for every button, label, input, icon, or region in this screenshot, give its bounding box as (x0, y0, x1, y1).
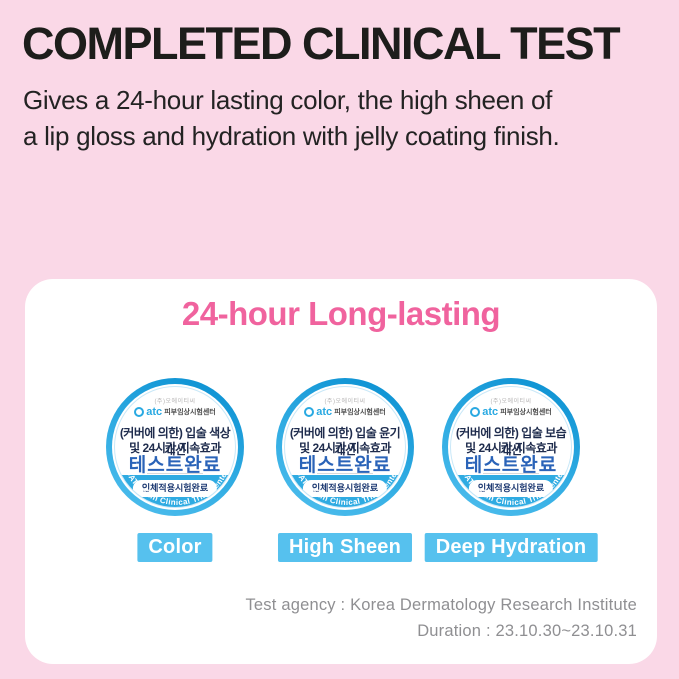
seal-result-text: 테스트완료 (298, 455, 392, 476)
atc-ring-icon (134, 407, 145, 417)
seal-inner: (주)오에이티씨 atc 피부임상시험센터 (커버에 의한) 입술 색상 개선 … (114, 386, 236, 508)
seal-claim-line-2: 및 24시간 지속효과 (129, 441, 221, 455)
atc-logo-text: atc (482, 406, 499, 418)
atc-logo-text: atc (316, 406, 333, 418)
label-deep-hydration: Deep Hydration (424, 533, 598, 562)
clinical-test-card: 24-hour Long-lasting (주)오에이티씨 atc 피부임상시험… (25, 279, 657, 664)
seal-white-ring: (주)오에이티씨 atc 피부임상시험센터 (커버에 의한) 입술 보습 개선 … (448, 384, 574, 510)
seal-divider (483, 473, 539, 474)
atc-logo: atc 피부임상시험센터 (115, 406, 235, 418)
seal-inner: (주)오에이티씨 atc 피부임상시험센터 (커버에 의한) 입술 윤기 개선 … (284, 386, 406, 508)
atc-ring-icon (470, 407, 481, 417)
svg-text:OATC Skin Clinical Trial Cente: OATC Skin Clinical Trial Center (453, 389, 565, 507)
seal-pill-label: 인체적용시험완료 (468, 480, 554, 497)
page-title: COMPLETED CLINICAL TEST (22, 18, 621, 69)
seal-result-text: 테스트완료 (464, 455, 558, 476)
test-duration-text: Duration : 23.10.30~23.10.31 (417, 622, 637, 640)
seal-company-text: (주)오에이티씨 (324, 399, 366, 405)
label-high-sheen: High Sheen (277, 533, 413, 562)
seal-white-ring: (주)오에이티씨 atc 피부임상시험센터 (커버에 의한) 입술 윤기 개선 … (282, 384, 408, 510)
seal-curved-text: OATC Skin Clinical Trial Center (453, 389, 565, 507)
seal-claim-line-2: 및 24시간 지속효과 (465, 441, 557, 455)
seal-curved-text-label: OATC Skin Clinical Trial Center (287, 389, 399, 507)
seal-outer-ring: (주)오에이티씨 atc 피부임상시험센터 (커버에 의한) 입술 색상 개선 … (106, 378, 244, 516)
atc-logo-subtext: 피부임상시험센터 (334, 409, 386, 416)
seal-curved-text-label: OATC Skin Clinical Trial Center (117, 389, 229, 507)
atc-logo-subtext: 피부임상시험센터 (164, 409, 216, 416)
seal-claim-line-1: (커버에 의한) 입술 보습 개선 (455, 426, 567, 457)
seal-result-text: 테스트완료 (128, 455, 222, 476)
seal-outer-ring: (주)오에이티씨 atc 피부임상시험센터 (커버에 의한) 입술 보습 개선 … (442, 378, 580, 516)
seal-color: (주)오에이티씨 atc 피부임상시험센터 (커버에 의한) 입술 색상 개선 … (106, 378, 244, 516)
atc-ring-icon (304, 407, 315, 417)
page-subtitle: Gives a 24-hour lasting color, the high … (23, 82, 560, 154)
seal-claim-line-1: (커버에 의한) 입술 윤기 개선 (289, 426, 401, 457)
seal-divider (147, 473, 203, 474)
seal-white-ring: (주)오에이티씨 atc 피부임상시험센터 (커버에 의한) 입술 색상 개선 … (112, 384, 238, 510)
subtitle-line-2: a lip gloss and hydration with jelly coa… (23, 121, 560, 151)
seal-inner: (주)오에이티씨 atc 피부임상시험센터 (커버에 의한) 입술 보습 개선 … (450, 386, 572, 508)
seal-pill-label: 인체적용시험완료 (302, 480, 388, 497)
seal-outer-ring: (주)오에이티씨 atc 피부임상시험센터 (커버에 의한) 입술 윤기 개선 … (276, 378, 414, 516)
atc-logo-subtext: 피부임상시험센터 (500, 409, 552, 416)
atc-logo: atc 피부임상시험센터 (285, 406, 405, 418)
seal-company-text: (주)오에이티씨 (154, 399, 196, 405)
seal-company-text: (주)오에이티씨 (490, 399, 532, 405)
seal-curved-text: OATC Skin Clinical Trial Center (287, 389, 399, 507)
test-info: Test agency : Korea Dermatology Research… (245, 592, 637, 644)
subtitle-line-1: Gives a 24-hour lasting color, the high … (23, 85, 553, 115)
label-color: Color (137, 533, 213, 562)
seal-deep-hydration: (주)오에이티씨 atc 피부임상시험센터 (커버에 의한) 입술 보습 개선 … (442, 378, 580, 516)
card-heading: 24-hour Long-lasting (181, 295, 501, 332)
seal-claim-line-2: 및 24시간 지속효과 (299, 441, 391, 455)
seal-curved-text-label: OATC Skin Clinical Trial Center (453, 389, 565, 507)
atc-logo: atc 피부임상시험센터 (451, 406, 571, 418)
seal-curved-text: OATC Skin Clinical Trial Center (117, 389, 229, 507)
atc-logo-text: atc (146, 406, 163, 418)
seal-claim-line-1: (커버에 의한) 입술 색상 개선 (119, 426, 231, 457)
seal-divider (317, 473, 373, 474)
test-agency-text: Test agency : Korea Dermatology Research… (245, 596, 637, 614)
seal-high-sheen: (주)오에이티씨 atc 피부임상시험센터 (커버에 의한) 입술 윤기 개선 … (276, 378, 414, 516)
svg-text:OATC Skin Clinical Trial Cente: OATC Skin Clinical Trial Center (287, 389, 399, 507)
svg-text:OATC Skin Clinical Trial Cente: OATC Skin Clinical Trial Center (117, 389, 229, 507)
seal-pill-label: 인체적용시험완료 (132, 480, 218, 497)
